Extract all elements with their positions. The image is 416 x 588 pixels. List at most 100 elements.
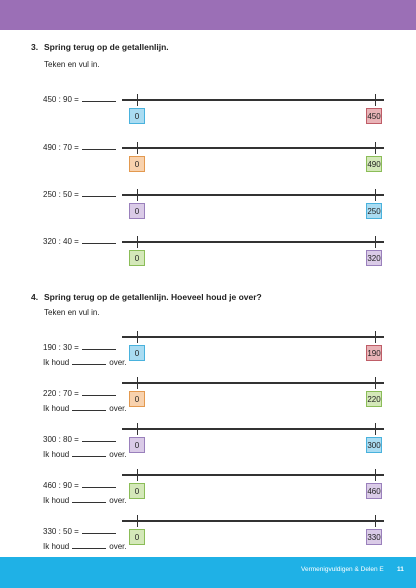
expression: 330 : 50 = <box>43 526 119 536</box>
page-number: 11 <box>397 566 404 573</box>
remainder-suffix: over. <box>109 450 127 459</box>
remainder-blank <box>72 541 107 549</box>
tick <box>375 377 376 389</box>
answer-blank <box>81 236 116 244</box>
remainder-suffix: over. <box>109 542 127 551</box>
start-box: 0 <box>129 483 145 499</box>
tick <box>137 469 138 481</box>
number-line <box>122 520 384 522</box>
remainder-label: Ik houd <box>43 496 70 505</box>
remainder-suffix: over. <box>109 496 127 505</box>
header-bar <box>0 0 416 30</box>
tick <box>375 189 376 201</box>
expression: 450 : 90 = <box>43 94 119 104</box>
remainder-blank <box>72 357 107 365</box>
remainder-blank <box>72 495 107 503</box>
tick <box>137 377 138 389</box>
end-box: 300 <box>366 437 382 453</box>
end-box: 460 <box>366 483 382 499</box>
tick <box>375 469 376 481</box>
remainder-blank <box>72 449 107 457</box>
answer-blank <box>81 434 116 442</box>
number-line <box>122 147 384 149</box>
expression: 250 : 50 = <box>43 189 119 199</box>
remainder-blank <box>72 403 107 411</box>
answer-blank <box>81 142 116 150</box>
end-box: 320 <box>366 250 382 266</box>
end-box: 450 <box>366 108 382 124</box>
remainder: Ik houd over. <box>43 541 127 551</box>
expression-text: 330 : 50 = <box>43 527 79 536</box>
tick <box>375 331 376 343</box>
start-box: 0 <box>129 391 145 407</box>
remainder: Ik houd over. <box>43 357 127 367</box>
answer-blank <box>81 388 116 396</box>
remainder: Ik houd over. <box>43 495 127 505</box>
end-box: 220 <box>366 391 382 407</box>
answer-blank <box>81 94 116 102</box>
answer-blank <box>81 189 116 197</box>
tick <box>137 142 138 154</box>
start-box: 0 <box>129 529 145 545</box>
expression: 320 : 40 = <box>43 236 119 246</box>
remainder-suffix: over. <box>109 404 127 413</box>
start-box: 0 <box>129 437 145 453</box>
end-box: 190 <box>366 345 382 361</box>
start-box: 0 <box>129 156 145 172</box>
tick <box>375 236 376 248</box>
instruction: Teken en vul in. <box>44 60 100 69</box>
section-title: Spring terug op de getallenlijn. <box>44 42 169 52</box>
start-box: 0 <box>129 203 145 219</box>
tick <box>137 423 138 435</box>
remainder-label: Ik houd <box>43 358 70 367</box>
answer-blank <box>81 342 116 350</box>
end-box: 250 <box>366 203 382 219</box>
expression: 490 : 70 = <box>43 142 119 152</box>
remainder-label: Ik houd <box>43 542 70 551</box>
tick <box>375 94 376 106</box>
tick <box>137 515 138 527</box>
number-line <box>122 428 384 430</box>
number-line <box>122 241 384 243</box>
expression-text: 450 : 90 = <box>43 95 79 104</box>
expression: 460 : 90 = <box>43 480 119 490</box>
remainder: Ik houd over. <box>43 449 127 459</box>
section-title: Spring terug op de getallenlijn. Hoeveel… <box>44 292 262 302</box>
tick <box>137 331 138 343</box>
tick <box>137 236 138 248</box>
expression: 300 : 80 = <box>43 434 119 444</box>
remainder-suffix: over. <box>109 358 127 367</box>
tick <box>375 515 376 527</box>
expression-text: 490 : 70 = <box>43 143 79 152</box>
tick <box>375 423 376 435</box>
end-box: 490 <box>366 156 382 172</box>
start-box: 0 <box>129 108 145 124</box>
answer-blank <box>81 526 116 534</box>
start-box: 0 <box>129 250 145 266</box>
remainder-label: Ik houd <box>43 404 70 413</box>
expression-text: 190 : 30 = <box>43 343 79 352</box>
number-line <box>122 474 384 476</box>
expression: 190 : 30 = <box>43 342 119 352</box>
expression-text: 460 : 90 = <box>43 481 79 490</box>
tick <box>375 142 376 154</box>
remainder: Ik houd over. <box>43 403 127 413</box>
start-box: 0 <box>129 345 145 361</box>
number-line <box>122 382 384 384</box>
end-box: 330 <box>366 529 382 545</box>
footer-title: Vermenigvuldigen & Delen E <box>301 566 384 573</box>
number-line <box>122 194 384 196</box>
tick <box>137 189 138 201</box>
tick <box>137 94 138 106</box>
number-line <box>122 336 384 338</box>
expression-text: 250 : 50 = <box>43 190 79 199</box>
footer-bar <box>0 557 416 588</box>
instruction: Teken en vul in. <box>44 308 100 317</box>
section-number: 3. <box>31 42 39 52</box>
number-line <box>122 99 384 101</box>
remainder-label: Ik houd <box>43 450 70 459</box>
answer-blank <box>81 480 116 488</box>
expression-text: 300 : 80 = <box>43 435 79 444</box>
section-number: 4. <box>31 292 39 302</box>
